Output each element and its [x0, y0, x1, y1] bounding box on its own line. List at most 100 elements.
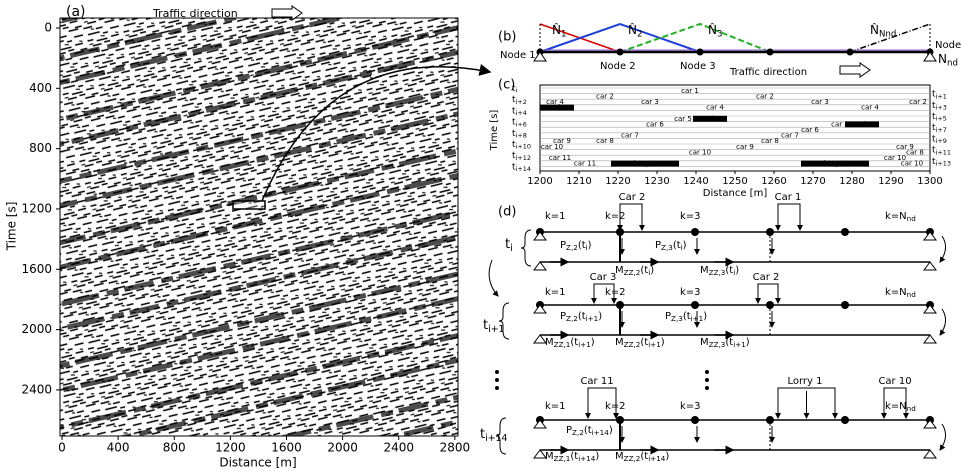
plot-frame [59, 17, 459, 437]
x-tick-label: 2000 [327, 441, 358, 455]
y-axis-title: Time [s] [5, 202, 19, 252]
subscript: ZZ,2 [624, 268, 641, 277]
label-part: M [700, 265, 709, 276]
node-label: k=2 [605, 211, 626, 222]
label-part: t [480, 427, 485, 442]
shape-function [849, 23, 931, 53]
x-tick-label: 1260 [761, 176, 786, 187]
vehicle-label: truck 1 [698, 115, 723, 123]
force-label: MZZ,3(ti) [700, 265, 739, 277]
label-part: P [560, 240, 566, 251]
time-label: ti+6 [512, 117, 527, 128]
subscript: Z,3 [671, 314, 683, 323]
label-part: P [566, 425, 572, 436]
support [533, 419, 547, 429]
label-part: (t [570, 337, 578, 348]
vehicle-label: car 5 [831, 120, 849, 128]
y-tick-label: 1200 [21, 201, 52, 215]
label-part: M [615, 451, 624, 462]
support [923, 419, 937, 429]
label-part: (t [640, 265, 648, 276]
label-part: (t [578, 240, 586, 251]
time-label: ti+9 [932, 134, 947, 145]
direction-label: Traffic direction [152, 7, 238, 20]
load-label: Car 3 [590, 272, 617, 283]
label-part: t [932, 123, 936, 133]
vehicle-label: truck 1 [850, 120, 875, 128]
subscript: Z,2 [566, 314, 578, 323]
load-bracket [883, 387, 907, 391]
subscript: i+10 [516, 143, 531, 151]
x-tick-label: 2800 [440, 441, 471, 455]
vehicle-label: car 10 [689, 148, 711, 156]
node [696, 48, 704, 56]
vehicle-box [693, 115, 727, 122]
label-part: (t [673, 240, 681, 251]
vehicle-label: car 7 [621, 132, 639, 140]
x-tick-label: 1600 [271, 441, 302, 455]
subscript: i+1 [488, 323, 504, 334]
subscript: nd [907, 214, 916, 223]
subscript: i+3 [936, 104, 947, 112]
force-label: PZ,3(ti+1) [665, 311, 707, 323]
y-tick-label: 2400 [21, 382, 52, 396]
label-part: ) [703, 311, 707, 322]
node [691, 228, 699, 236]
y-axis-title: Time [s] [489, 110, 500, 152]
subscript: 1 [561, 29, 567, 39]
label-part: t [932, 89, 936, 99]
force-label: MZZ,1(ti+14) [545, 451, 599, 463]
node-label: Node [935, 40, 961, 51]
label-part: t [932, 100, 936, 110]
vehicle-label: car 3 [811, 98, 829, 106]
panel-label: (d) [498, 205, 516, 220]
vehicle-label: car 8 [596, 137, 614, 145]
brace [520, 229, 532, 267]
vehicle-label: car 1 [681, 87, 699, 95]
subscript: i+11 [936, 148, 951, 156]
ellipsis-dot [705, 386, 709, 390]
label-part: k=N [885, 401, 907, 412]
label-part: k=2 [605, 211, 626, 222]
label-part: (t [725, 265, 733, 276]
vehicle-label: car 8 [906, 148, 924, 156]
label-part: ) [735, 265, 739, 276]
ellipsis-dot [495, 370, 499, 374]
time-label: ti+2 [512, 95, 527, 106]
label-part: ) [609, 425, 613, 436]
vehicle-label: car 10 [884, 154, 906, 162]
vehicle-label: car 2 [596, 92, 614, 100]
y-tick-label: 800 [29, 141, 52, 155]
label-part: t [512, 95, 516, 105]
label-part: ) [683, 240, 687, 251]
x-axis-title: Distance [m] [219, 456, 296, 470]
subscript: nd [947, 58, 958, 68]
subscript: i+1 [648, 340, 661, 349]
load-label: Car 11 [580, 376, 613, 387]
vehicle-label: car 4 [546, 98, 564, 106]
vehicle-label: car 5 [674, 115, 692, 123]
force-label: MZZ,2(ti+1) [615, 337, 665, 349]
label-part: k=2 [605, 287, 626, 298]
y-tick-label: 400 [29, 81, 52, 95]
zoom-box [232, 200, 266, 210]
label-part: M [615, 265, 624, 276]
subscript: Z,2 [566, 243, 578, 252]
vehicle-label: car 9 [736, 143, 754, 151]
subscript: nd [907, 290, 916, 299]
label-part: k=1 [545, 211, 566, 222]
label-part: k=N [885, 287, 907, 298]
subscript: i+14 [648, 454, 666, 463]
support [533, 304, 547, 314]
vehicle-label: car 2 [909, 98, 927, 106]
label-part: t [512, 140, 516, 150]
y-tick-label: 1600 [21, 262, 52, 276]
vehicle-label: car 8 [761, 137, 779, 145]
label-part: ) [661, 337, 665, 348]
node [841, 416, 849, 424]
label-part: t [512, 84, 516, 94]
subscript: i [648, 268, 650, 277]
label-part: (t [578, 311, 586, 322]
vehicle-label: car 7 [781, 132, 799, 140]
label-part: N̂ [628, 22, 637, 36]
